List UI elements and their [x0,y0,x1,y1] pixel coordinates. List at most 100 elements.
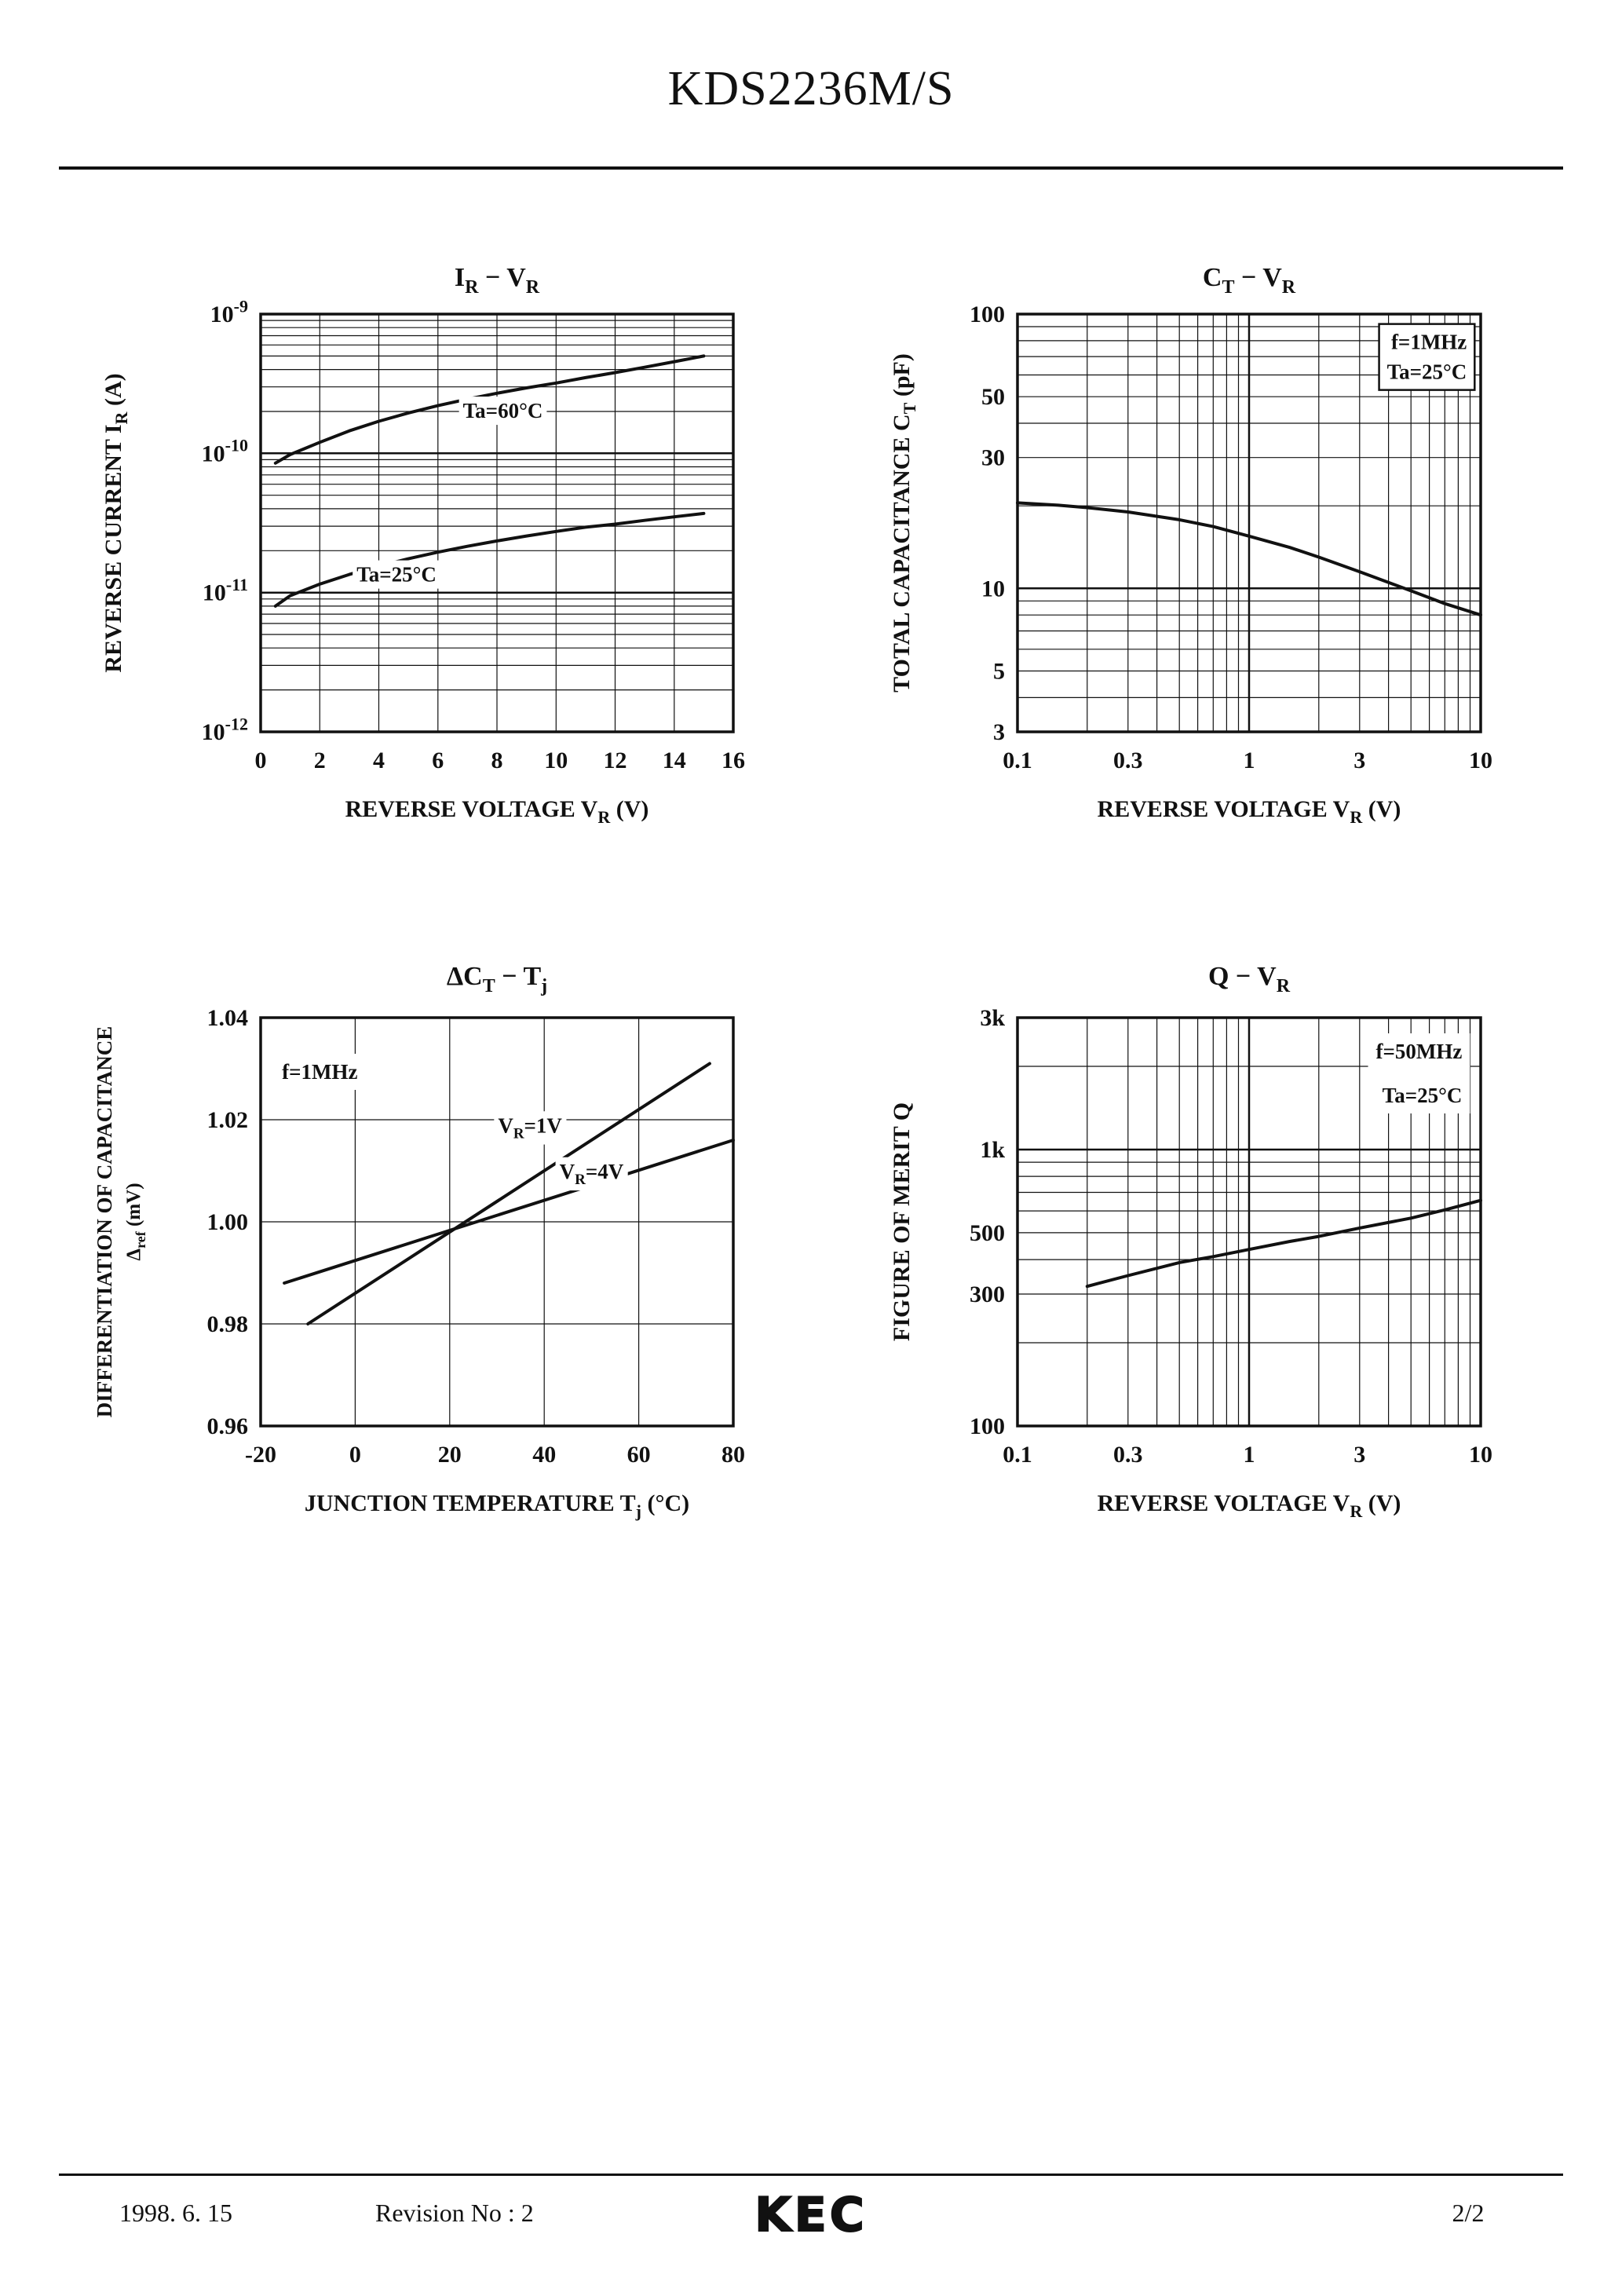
series-curve [273,511,706,608]
y-tick-label: 100 [970,1413,1005,1439]
note-box [1368,1033,1470,1113]
series-curve [1016,501,1482,617]
chart-ir-vr-canvas: 0 2 4 6 8 10 12 14 16 10-9 10-10 10-11 10-12 REVERSE … [100,263,745,827]
y-tick-label: 30 [981,445,1005,471]
y-tick-label: 10-12 [202,714,248,745]
y-tick-label: 10-11 [203,575,248,606]
y-tick-label: 3 [993,719,1005,745]
footer-page-number: 2/2 [1452,2199,1485,2227]
y-axis-label: TOTAL CAPACITANCE CT (pF) [889,353,919,693]
chart-dct-tj: -20 0 20 40 60 80 1.04 1.02 1.00 0.98 0.96 JUNCTION… [94,949,785,1574]
y-tick-label: 500 [970,1220,1005,1246]
x-axis-label: JUNCTION TEMPERATURE Tj (°C) [305,1490,689,1521]
note-line: f=1MHz [282,1060,357,1084]
x-tick-label: 12 [604,748,627,773]
x-tick-label: 4 [373,748,385,773]
x-axis-label: REVERSE VOLTAGE VR (V) [1098,796,1401,827]
x-tick-label: 0 [255,748,267,773]
y-tick-label: 5 [993,658,1005,684]
y-axis-label: DIFFERENTIATION OF CAPACITANCE [94,1026,116,1418]
x-tick-label: 60 [627,1442,651,1468]
x-axis-label: REVERSE VOLTAGE VR (V) [1098,1490,1401,1521]
series-curve [306,1062,711,1325]
y-axis-label: FIGURE OF MERIT Q [889,1102,915,1341]
y-tick-label: 1.00 [207,1209,249,1235]
x-tick-label: 16 [721,748,745,773]
plot-border [259,313,735,733]
chart-q-vr-canvas: 0.1 0.3 1 3 10 3k 1k 500 300 100 REVERSE VOLTAGE V… [889,962,1492,1521]
chart-title: ΔCT − Tj [447,962,547,996]
x-tick-label: 2 [314,748,326,773]
chart-title: IR − VR [455,263,540,298]
y-tick-label: 10 [981,576,1005,601]
y-tick-label: 50 [981,384,1005,410]
x-tick-label: 10 [1469,1442,1492,1468]
y-tick-label: 1.04 [207,1005,249,1031]
series-curve [283,1139,735,1285]
series-curve [1085,1198,1482,1289]
x-tick-label: 40 [532,1442,556,1468]
x-tick-label: 0 [349,1442,361,1468]
y-tick-label: 0.96 [207,1413,249,1439]
y-tick-label: 1k [980,1137,1005,1163]
header-rule [59,166,1563,170]
x-tick-label: 8 [491,748,503,773]
x-tick-label: 1 [1244,748,1255,773]
y-axis-label: REVERSE CURRENT IR (A) [100,373,131,672]
kec-logo: KEC [754,2187,868,2243]
note-box [274,1054,366,1090]
x-tick-label: 80 [721,1442,745,1468]
chart-ct-vr-canvas: 0.1 0.3 1 3 10 100 50 30 10 5 3 REVERSE VOLTAGE VR … [889,263,1492,827]
y-tick-label: 0.98 [207,1311,249,1337]
x-tick-label: -20 [245,1442,276,1468]
chart-title: CT − VR [1203,263,1296,298]
plot-border [259,1016,735,1428]
label-bg [458,397,547,426]
y-tick-label: 3k [980,1005,1005,1031]
x-tick-label: 10 [544,748,568,773]
document-title: KDS2236M/S [667,62,955,115]
series-label: VR=1V [498,1113,562,1142]
y-axis-label-2: Δref (mV) [123,1183,148,1260]
label-bg [555,1157,628,1191]
series-label: Ta=25°C [356,563,437,587]
series-label: Ta=60°C [463,399,543,422]
x-tick-label: 10 [1469,748,1492,773]
label-bg [353,560,440,589]
x-tick-label: 0.3 [1113,1442,1143,1468]
chart-ir-vr: 0 2 4 6 8 10 12 14 16 10-9 10-10 10-11 10-12 REVERSE … [94,250,785,851]
footer-revision: Revision No : 2 [375,2199,534,2227]
x-tick-label: 0.1 [1003,748,1032,773]
x-tick-label: 0.1 [1003,1442,1032,1468]
note-box [1378,323,1476,391]
chart-title: Q − VR [1208,962,1291,996]
plot-border [1016,313,1482,733]
x-tick-label: 20 [438,1442,462,1468]
x-axis-label: REVERSE VOLTAGE VR (V) [345,796,649,827]
label-bg [494,1111,567,1145]
x-tick-label: 6 [432,748,444,773]
x-tick-label: 1 [1244,1442,1255,1468]
footer-date: 1998. 6. 15 [119,2199,232,2227]
x-tick-label: 0.3 [1113,748,1143,773]
note-line: f=1MHz [1391,331,1467,354]
y-tick-label: 10-10 [202,436,248,467]
y-tick-label: 300 [970,1281,1005,1307]
chart-dct-tj-canvas: -20 0 20 40 60 80 1.04 1.02 1.00 0.98 0.96 JUNCTION… [94,962,745,1521]
x-tick-label: 3 [1353,748,1365,773]
note-line: f=50MHz [1376,1040,1463,1063]
chart-q-vr: 0.1 0.3 1 3 10 3k 1k 500 300 100 REVERSE VOLTAGE V… [878,949,1569,1574]
y-tick-label: 1.02 [207,1107,249,1133]
note-line: Ta=25°C [1387,360,1467,384]
plot-border [1016,1016,1482,1428]
chart-ct-vr: 0.1 0.3 1 3 10 100 50 30 10 5 3 REVERSE VOLTAGE VR … [878,250,1569,851]
series-label: VR=4V [560,1160,624,1188]
series-curve [273,354,706,465]
x-tick-label: 3 [1353,1442,1365,1468]
y-tick-label: 10-9 [210,296,248,327]
note-line: Ta=25°C [1383,1084,1463,1107]
y-tick-label: 100 [970,302,1005,327]
footer-rule [59,2174,1563,2176]
x-tick-label: 14 [663,748,686,773]
